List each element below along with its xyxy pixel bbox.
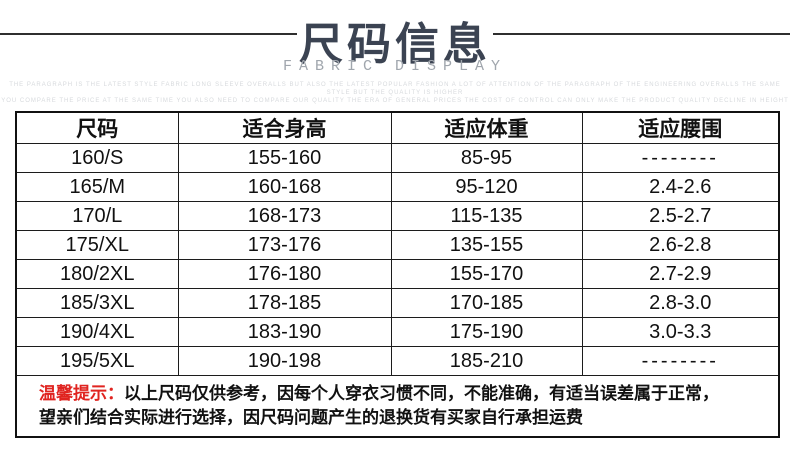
waist-cell: 2.8-3.0 [581,288,780,318]
waist-cell: 2.4-2.6 [581,172,780,202]
table-row: 165/M 160-168 95-120 2.4-2.6 [15,172,780,202]
weight-cell: 175-190 [390,317,583,347]
size-cell: 190/4XL [15,317,179,347]
table-row: 195/5XL 190-198 185-210 -------- [15,346,780,376]
waist-cell: -------- [581,346,780,376]
table-row: 190/4XL 183-190 175-190 3.0-3.3 [15,317,780,347]
weight-cell: 185-210 [390,346,583,376]
height-cell: 178-185 [177,288,392,318]
height-cell: 176-180 [177,259,392,289]
notice-text: 温馨提示：以上尺码仅供参考，因每个人穿衣习惯不同，不能准确，有适当误差属于正常，… [15,375,780,438]
watermark-text: THE PARAGRAPH IS THE LATEST STYLE FABRIC… [0,81,790,105]
column-header-waist: 适应腰围 [581,111,780,144]
waist-cell: -------- [581,143,780,173]
notice-line-1: 以上尺码仅供参考，因每个人穿衣习惯不同，不能准确，有适当误差属于正常， [124,384,719,403]
height-cell: 190-198 [177,346,392,376]
height-cell: 168-173 [177,201,392,231]
title-divider-right [493,33,790,35]
waist-cell: 3.0-3.3 [581,317,780,347]
waist-cell: 2.5-2.7 [581,201,780,231]
size-chart-table: 尺码 适合身高 适应体重 适应腰围 160/S 155-160 85-95 --… [15,111,780,438]
height-cell: 183-190 [177,317,392,347]
watermark-line-2: YOU COMPARE THE PRICE AT THE SAME TIME Y… [1,98,789,104]
size-cell: 165/M [15,172,179,202]
weight-cell: 170-185 [390,288,583,318]
size-cell: 170/L [15,201,179,231]
notice-label: 温馨提示： [39,384,124,403]
watermark-line-1: THE PARAGRAPH IS THE LATEST STYLE FABRIC… [9,82,781,96]
weight-cell: 135-155 [390,230,583,260]
waist-cell: 2.7-2.9 [581,259,780,289]
size-cell: 160/S [15,143,179,173]
notice-row: 温馨提示：以上尺码仅供参考，因每个人穿衣习惯不同，不能准确，有适当误差属于正常，… [15,375,780,438]
page-title: 尺码信息 [299,20,491,69]
height-cell: 160-168 [177,172,392,202]
height-cell: 173-176 [177,230,392,260]
title-divider-left [0,33,297,35]
size-cell: 175/XL [15,230,179,260]
size-cell: 185/3XL [15,288,179,318]
height-cell: 155-160 [177,143,392,173]
column-header-weight: 适应体重 [390,111,583,144]
waist-cell: 2.6-2.8 [581,230,780,260]
table-row: 160/S 155-160 85-95 -------- [15,143,780,173]
column-header-height: 适合身高 [177,111,392,144]
table-header-row: 尺码 适合身高 适应体重 适应腰围 [15,111,780,144]
notice-line-2: 望亲们结合实际进行选择，因尺码问题产生的退换货有买家自行承担运费 [39,408,583,427]
size-cell: 180/2XL [15,259,179,289]
weight-cell: 95-120 [390,172,583,202]
table-row: 170/L 168-173 115-135 2.5-2.7 [15,201,780,231]
column-header-size: 尺码 [15,111,179,144]
table-row: 180/2XL 176-180 155-170 2.7-2.9 [15,259,780,289]
weight-cell: 115-135 [390,201,583,231]
weight-cell: 85-95 [390,143,583,173]
page-subtitle: FABRIC DISPLAY [282,58,508,75]
size-cell: 195/5XL [15,346,179,376]
table-row: 175/XL 173-176 135-155 2.6-2.8 [15,230,780,260]
table-row: 185/3XL 178-185 170-185 2.8-3.0 [15,288,780,318]
weight-cell: 155-170 [390,259,583,289]
